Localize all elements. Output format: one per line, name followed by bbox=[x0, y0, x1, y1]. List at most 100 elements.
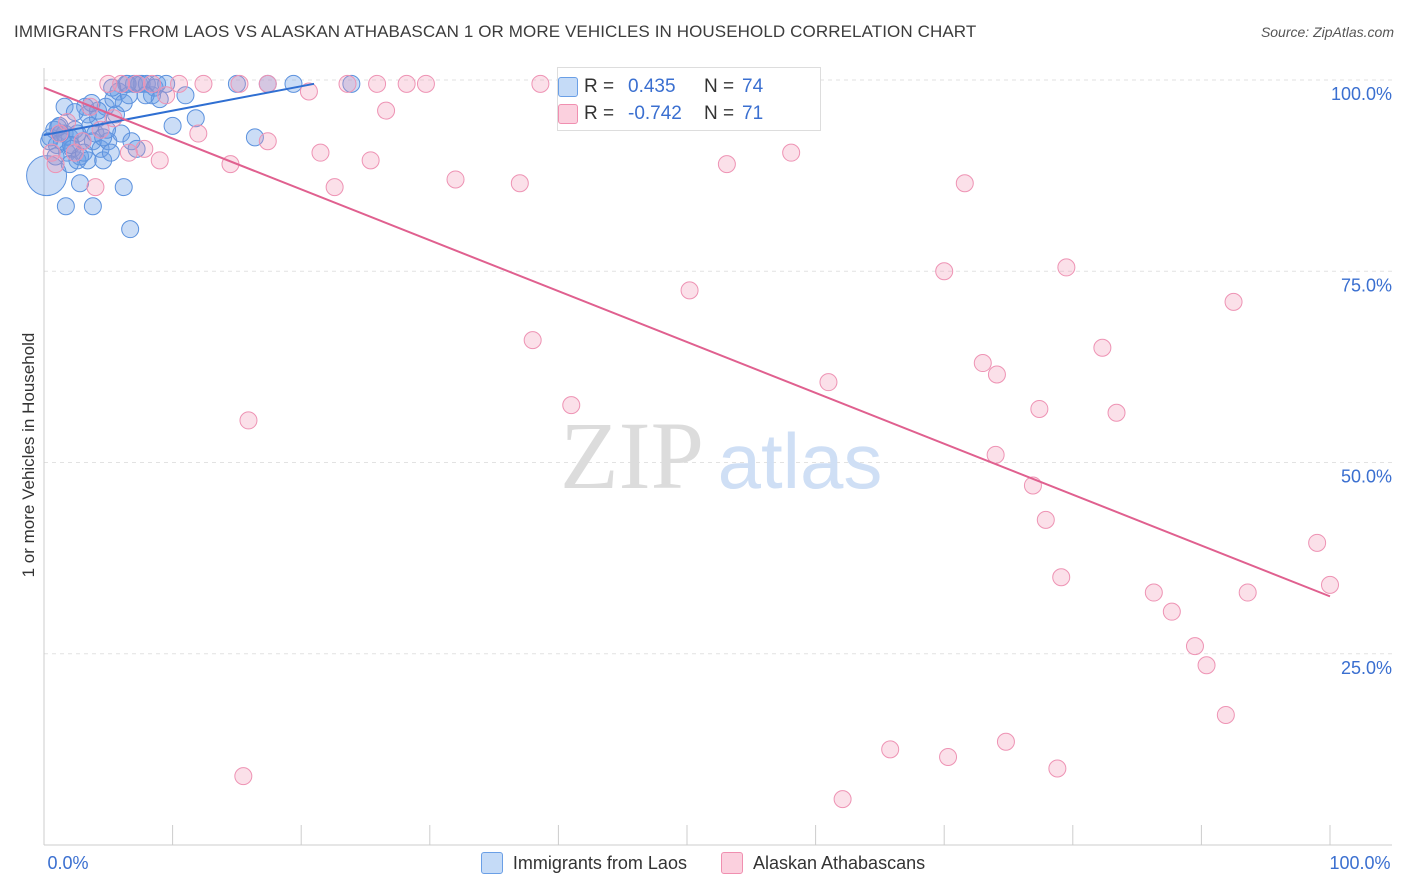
athabascan-point bbox=[42, 143, 61, 162]
athabascan-point bbox=[58, 113, 77, 132]
legend-label-athabascan: Alaskan Athabascans bbox=[752, 852, 926, 873]
r-label: R = bbox=[584, 103, 615, 124]
laos-point bbox=[176, 86, 195, 105]
athabascan-point bbox=[782, 143, 801, 162]
legend-item-athabascan[interactable]: Alaskan Athabascans bbox=[720, 852, 926, 874]
athabascan-point bbox=[680, 281, 699, 300]
watermark-atlas: atlas bbox=[718, 417, 883, 505]
correlation-stats-box: R = 0.435 N = 74 R = -0.742 N = 71 bbox=[557, 67, 821, 131]
athabascan-point bbox=[1197, 656, 1216, 675]
athabascan-point bbox=[833, 790, 852, 809]
athabascan-point bbox=[955, 174, 974, 193]
athabascan-point bbox=[939, 748, 958, 767]
athabascan-point bbox=[397, 74, 416, 93]
laos-point bbox=[342, 74, 361, 93]
r-value: 0.435 bbox=[628, 76, 676, 97]
athabascan-point bbox=[239, 411, 258, 430]
athabascan-point bbox=[987, 365, 1006, 384]
stats-swatch-laos bbox=[558, 77, 578, 97]
athabascan-point bbox=[368, 74, 387, 93]
stats-row-athabascan: R = -0.742 N = 71 bbox=[558, 101, 764, 127]
athabascan-point bbox=[717, 155, 736, 174]
y-tick-label: 100.0% bbox=[1331, 84, 1392, 104]
athabascan-point bbox=[1308, 533, 1327, 552]
stats-row-laos: R = 0.435 N = 74 bbox=[558, 74, 764, 100]
athabascan-point bbox=[562, 396, 581, 415]
x-tick-label-min: 0.0% bbox=[47, 853, 88, 873]
athabascan-point bbox=[1107, 403, 1126, 422]
athabascan-point bbox=[127, 74, 146, 93]
trend-lines bbox=[43, 82, 1331, 598]
chart-title: IMMIGRANTS FROM LAOS VS ALASKAN ATHABASC… bbox=[14, 22, 977, 41]
athabascan-point bbox=[1185, 637, 1204, 656]
laos-point bbox=[121, 220, 140, 239]
athabascan-point bbox=[258, 132, 277, 151]
n-value: 71 bbox=[742, 103, 764, 124]
athabascan-point bbox=[819, 373, 838, 392]
athabascan-point bbox=[189, 124, 208, 143]
watermark-zip: ZIP bbox=[560, 402, 704, 509]
athabascan-point bbox=[881, 740, 900, 759]
laos-point bbox=[56, 197, 75, 216]
n-value: 74 bbox=[742, 76, 764, 97]
athabascan-point bbox=[150, 151, 169, 170]
legend: Immigrants from Laos Alaskan Athabascans bbox=[0, 852, 1406, 874]
athabascan-point bbox=[1057, 258, 1076, 277]
y-tick-label: 75.0% bbox=[1341, 275, 1392, 295]
gridlines bbox=[44, 79, 1392, 655]
data-points bbox=[26, 74, 1339, 809]
athabascan-point bbox=[73, 132, 92, 151]
athabascan-point bbox=[157, 86, 176, 105]
athabascan-point bbox=[1048, 759, 1067, 778]
athabascan-point bbox=[135, 139, 154, 158]
athabascan-point bbox=[258, 74, 277, 93]
laos-point bbox=[83, 197, 102, 216]
athabascan-point bbox=[194, 74, 213, 93]
y-tick-label: 25.0% bbox=[1341, 658, 1392, 678]
legend-label-laos: Immigrants from Laos bbox=[512, 852, 687, 873]
stats-swatch-athabascan bbox=[558, 104, 578, 124]
athabascan-point bbox=[1321, 575, 1339, 594]
athabascan-point bbox=[1162, 602, 1181, 621]
athabascan-point bbox=[935, 262, 954, 281]
athabascan-point bbox=[234, 767, 253, 786]
athabascan-point bbox=[1144, 583, 1163, 602]
athabascan-point bbox=[170, 74, 189, 93]
laos-point bbox=[101, 143, 120, 162]
laos-point bbox=[55, 97, 74, 116]
y-axis-label: 1 or more Vehicles in Household bbox=[19, 333, 38, 578]
athabascan-trend-line bbox=[43, 86, 1331, 598]
athabascan-point bbox=[338, 74, 357, 93]
athabascan-point bbox=[99, 74, 118, 93]
laos-point bbox=[114, 178, 133, 197]
athabascan-point bbox=[311, 143, 330, 162]
athabascan-point bbox=[510, 174, 529, 193]
n-label: N = bbox=[704, 103, 735, 124]
athabascan-point bbox=[1093, 338, 1112, 357]
laos-point bbox=[118, 74, 137, 93]
source-label: Source: ZipAtlas.com bbox=[1260, 24, 1394, 40]
athabascan-point bbox=[325, 178, 344, 197]
x-tick-label-max: 100.0% bbox=[1329, 853, 1390, 873]
laos-point bbox=[91, 139, 110, 158]
laos-point bbox=[74, 143, 93, 162]
laos-point bbox=[186, 109, 205, 128]
athabascan-point bbox=[996, 732, 1015, 751]
athabascan-point bbox=[1036, 510, 1055, 529]
athabascan-point bbox=[377, 101, 396, 120]
legend-swatch-athabascan bbox=[720, 852, 743, 874]
athabascan-point bbox=[1052, 568, 1071, 587]
athabascan-point bbox=[1216, 705, 1235, 724]
n-label: N = bbox=[704, 76, 735, 97]
laos-trend-line bbox=[43, 82, 315, 137]
athabascan-point bbox=[446, 170, 465, 189]
laos-point bbox=[94, 151, 113, 170]
laos-point bbox=[163, 116, 182, 135]
athabascan-point bbox=[119, 143, 138, 162]
y-tick-label: 50.0% bbox=[1341, 467, 1392, 487]
legend-swatch-laos bbox=[480, 852, 503, 874]
athabascan-point bbox=[299, 82, 318, 101]
athabascan-point bbox=[112, 74, 131, 93]
legend-item-laos[interactable]: Immigrants from Laos bbox=[480, 852, 687, 874]
